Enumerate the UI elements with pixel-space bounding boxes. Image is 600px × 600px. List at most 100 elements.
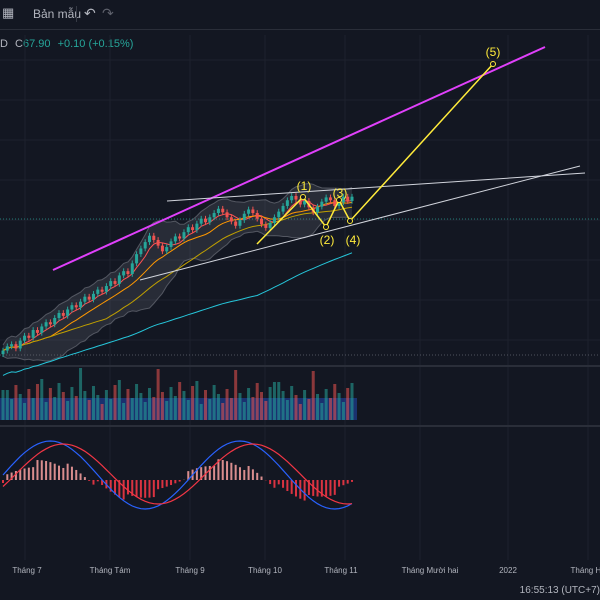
template-button[interactable]: Bản mẫu xyxy=(33,7,82,21)
candle xyxy=(126,268,130,277)
candle xyxy=(324,194,328,205)
macd-histogram-bar xyxy=(144,480,147,498)
volume-bar xyxy=(113,385,117,420)
volume-bar xyxy=(341,402,345,420)
volume-bar xyxy=(66,401,70,420)
candle-body xyxy=(87,296,91,300)
candle xyxy=(199,215,203,227)
macd-histogram-bar xyxy=(282,480,285,488)
candle xyxy=(320,198,324,210)
macd-histogram-bar xyxy=(118,480,121,498)
volume-bar xyxy=(156,369,160,420)
candle-body xyxy=(169,241,173,248)
candle-body xyxy=(109,281,113,287)
macd-pane xyxy=(2,440,353,510)
resistance-trendline xyxy=(166,172,586,202)
candle-body xyxy=(100,289,104,292)
candle-body xyxy=(324,197,328,202)
candle-body xyxy=(234,221,238,226)
candle-body xyxy=(31,330,35,338)
candle xyxy=(350,193,354,204)
time-axis-tick: Tháng 7 xyxy=(12,566,42,575)
volume-bar xyxy=(212,385,216,420)
macd-histogram-bar xyxy=(32,467,35,480)
macd-histogram-bar xyxy=(101,480,104,485)
macd-histogram-bar xyxy=(243,469,246,480)
candle xyxy=(14,341,18,352)
macd-histogram-bar xyxy=(165,480,168,487)
volume-bar xyxy=(23,403,27,420)
macd-histogram-bar xyxy=(217,459,220,480)
macd-histogram-bar xyxy=(14,470,17,480)
candle xyxy=(191,224,195,233)
macd-histogram-bar xyxy=(49,462,52,480)
macd-histogram-bar xyxy=(70,466,73,480)
candle-body xyxy=(242,213,246,221)
candle xyxy=(91,291,95,303)
macd-signal-line xyxy=(2,443,353,505)
volume-bar xyxy=(195,381,199,420)
candle xyxy=(87,293,91,303)
candle-body xyxy=(186,227,190,233)
time-axis-tick: Tháng Hai xyxy=(571,566,600,575)
volume-bar xyxy=(178,382,182,420)
macd-histogram-bar xyxy=(251,469,254,480)
volume-bar xyxy=(328,398,332,420)
candle-body xyxy=(247,209,251,214)
volume-bar xyxy=(130,398,134,420)
candle-body xyxy=(117,275,121,284)
candle xyxy=(70,302,74,313)
volume-bar xyxy=(160,392,164,420)
undo-icon[interactable]: ↶ xyxy=(84,5,96,21)
volume-bar xyxy=(117,380,121,420)
template-icon[interactable]: ▦ xyxy=(2,5,15,20)
candle xyxy=(53,315,57,328)
candle-body xyxy=(79,301,83,308)
volume-bar xyxy=(18,394,22,420)
elliott-wave-path xyxy=(256,63,494,245)
candle xyxy=(35,327,39,336)
candle-body xyxy=(139,248,143,255)
volume-bar xyxy=(277,382,281,420)
candle-body xyxy=(10,344,14,347)
candle-body xyxy=(165,247,169,252)
volume-bar xyxy=(272,382,276,420)
candle-body xyxy=(57,313,61,318)
volume-bar xyxy=(320,403,324,420)
volume-bar xyxy=(1,390,5,420)
macd-histogram-bar xyxy=(346,480,349,484)
volume-bar xyxy=(87,400,91,420)
candle-body xyxy=(341,196,345,203)
candle xyxy=(298,196,302,208)
candle xyxy=(169,238,173,250)
macd-histogram-bar xyxy=(40,460,43,480)
candle xyxy=(221,205,225,216)
macd-histogram-bar xyxy=(6,474,9,480)
candle-body xyxy=(35,330,39,333)
macd-histogram-bar xyxy=(260,476,263,480)
macd-histogram-bar xyxy=(53,463,56,480)
volume-bar xyxy=(48,388,52,420)
candle xyxy=(234,218,238,229)
volume-bar xyxy=(350,383,354,420)
volume-bar xyxy=(346,388,350,420)
volume-bar xyxy=(281,391,285,420)
candle-body xyxy=(5,346,9,351)
time-axis-tick: Tháng 11 xyxy=(324,566,358,575)
candle-body xyxy=(191,227,195,231)
drawing-objects: (1) (2) (3) (4) (5) xyxy=(52,45,586,281)
candle xyxy=(264,221,268,231)
macd-histogram-bar xyxy=(208,465,211,480)
candle xyxy=(277,208,281,221)
candle-body xyxy=(91,293,95,300)
macd-histogram-bar xyxy=(157,480,160,490)
candle-body xyxy=(255,213,259,219)
volume-bar xyxy=(44,402,48,420)
volume-bar xyxy=(324,389,328,420)
macd-histogram-bar xyxy=(256,472,259,480)
redo-icon[interactable]: ↷ xyxy=(102,5,114,21)
macd-histogram-bar xyxy=(161,480,164,489)
candle-body xyxy=(135,254,139,264)
macd-histogram-bar xyxy=(277,480,280,485)
